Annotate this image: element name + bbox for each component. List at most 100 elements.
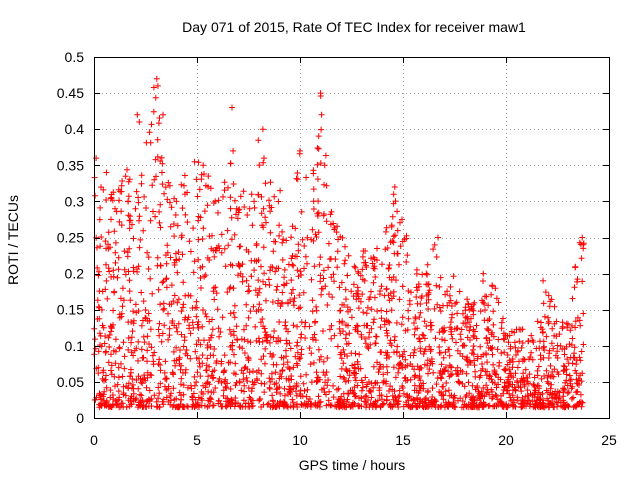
data-point	[316, 261, 323, 268]
data-point	[559, 323, 566, 330]
data-point	[439, 371, 446, 378]
data-point	[449, 371, 456, 378]
data-point	[126, 277, 133, 284]
data-point	[189, 393, 195, 400]
data-point	[359, 384, 366, 391]
data-point	[125, 346, 132, 353]
data-point	[344, 353, 351, 359]
data-point	[368, 306, 375, 313]
data-point	[125, 178, 132, 185]
data-point	[376, 291, 383, 298]
data-point	[568, 385, 575, 392]
data-point	[490, 308, 497, 315]
data-point	[514, 364, 521, 371]
data-point	[152, 94, 159, 101]
data-point	[312, 337, 319, 344]
data-point	[351, 390, 358, 397]
data-point	[404, 393, 411, 400]
data-point	[193, 304, 200, 311]
data-point	[104, 295, 111, 302]
data-point	[146, 396, 153, 403]
data-point	[572, 367, 579, 374]
data-point	[129, 221, 135, 228]
data-point	[578, 348, 585, 355]
data-point	[454, 310, 461, 317]
data-point	[547, 362, 554, 369]
data-point	[395, 369, 402, 376]
data-point	[368, 388, 374, 395]
data-point	[436, 283, 443, 290]
data-point	[195, 256, 202, 263]
data-point	[125, 268, 132, 275]
data-point	[221, 245, 228, 252]
data-point	[482, 307, 488, 313]
data-point	[178, 375, 185, 382]
y-tick-label: 0.5	[65, 49, 85, 65]
data-point	[256, 301, 263, 308]
data-point	[498, 350, 505, 357]
data-point	[560, 387, 567, 394]
data-point	[180, 404, 187, 410]
data-point	[465, 379, 472, 386]
data-point	[472, 368, 479, 375]
data-point	[498, 325, 505, 332]
data-point	[307, 403, 314, 410]
data-point	[574, 276, 581, 283]
data-point	[275, 198, 282, 205]
data-point	[354, 358, 361, 365]
data-point	[468, 396, 475, 403]
data-point	[392, 394, 399, 401]
data-point	[314, 145, 321, 151]
data-point	[276, 232, 283, 239]
data-point	[381, 292, 388, 299]
data-point	[360, 248, 367, 254]
data-point	[577, 357, 584, 364]
data-point	[373, 402, 380, 409]
data-point	[194, 193, 201, 200]
data-point	[456, 379, 463, 386]
data-point	[573, 361, 580, 368]
data-point	[234, 215, 241, 222]
data-point	[170, 221, 177, 227]
data-point	[236, 206, 243, 213]
data-point	[118, 360, 124, 367]
data-point	[563, 320, 570, 327]
data-point	[504, 387, 511, 394]
data-point	[508, 372, 515, 379]
data-point	[459, 353, 466, 360]
data-point	[383, 355, 390, 362]
data-point	[551, 332, 558, 339]
data-point	[100, 186, 107, 193]
data-point	[418, 365, 425, 372]
data-point	[313, 369, 320, 376]
data-point	[199, 352, 206, 359]
data-point	[258, 263, 264, 270]
data-point	[294, 362, 301, 369]
data-point	[135, 338, 142, 345]
data-point	[174, 299, 181, 306]
data-point	[306, 396, 313, 402]
data-point	[392, 198, 399, 205]
data-point	[146, 129, 153, 136]
data-point	[561, 351, 568, 358]
data-point	[490, 361, 497, 368]
data-point	[348, 314, 355, 321]
data-point	[170, 402, 177, 409]
data-point	[269, 376, 275, 382]
data-point	[258, 380, 265, 387]
data-point	[197, 373, 204, 380]
data-point	[120, 339, 127, 346]
data-point	[430, 246, 437, 253]
data-point	[511, 339, 518, 346]
data-point	[158, 154, 165, 161]
data-point	[555, 395, 562, 402]
data-point	[291, 295, 298, 302]
data-point	[364, 322, 371, 329]
data-point	[421, 318, 428, 325]
data-point	[488, 291, 495, 298]
data-point	[480, 384, 487, 391]
data-point	[125, 335, 132, 341]
x-tick-label: 15	[395, 432, 411, 448]
data-point	[398, 321, 405, 328]
data-point	[453, 299, 460, 306]
